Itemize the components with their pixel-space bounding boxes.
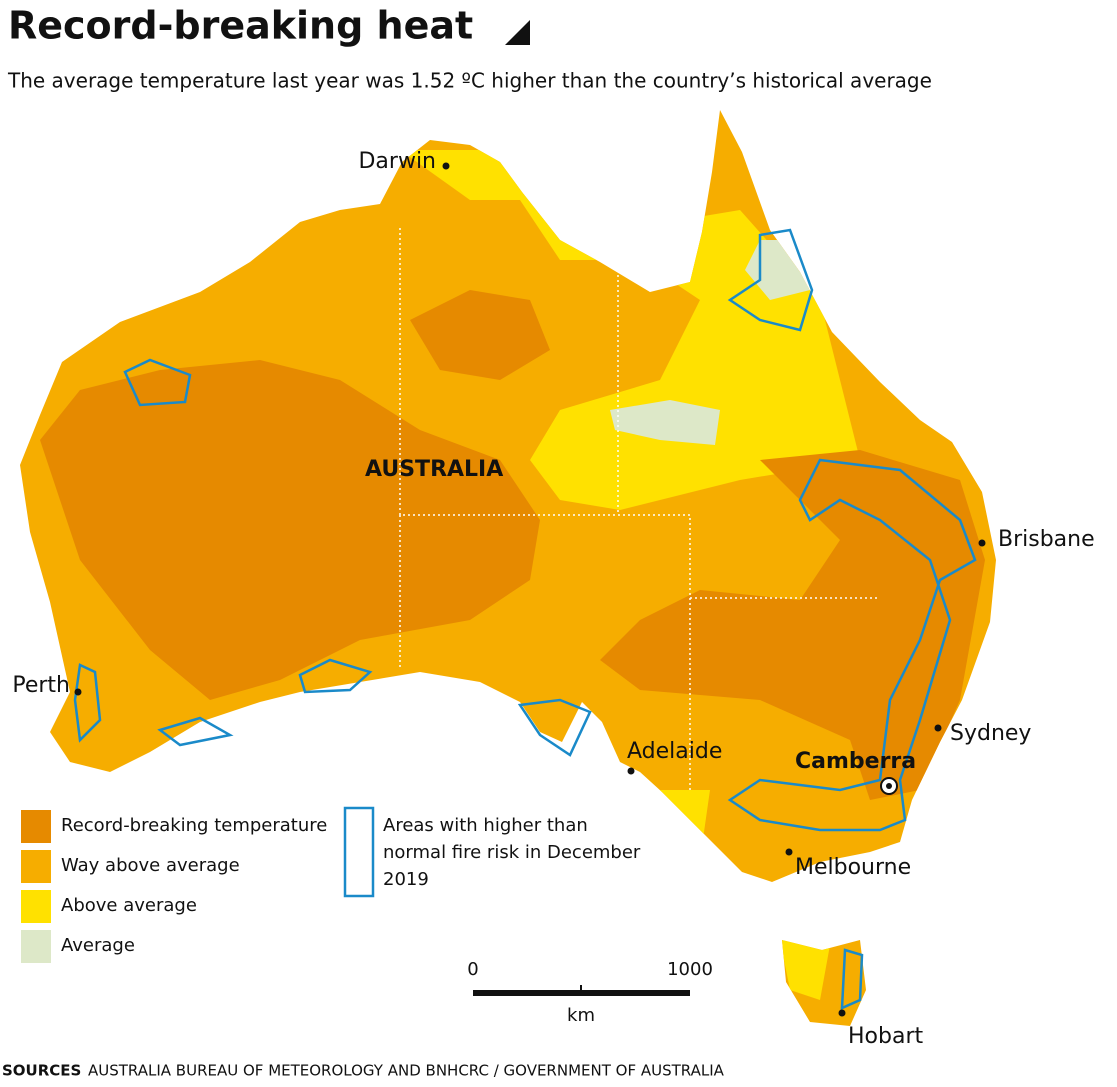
fire-risk-area	[727, 228, 814, 332]
fire-risk-area	[727, 458, 977, 832]
region-label: AUSTRALIA	[365, 457, 503, 482]
record-area	[410, 290, 550, 380]
legend-label: Record-breaking temperature	[61, 815, 327, 836]
city-label: Brisbane	[998, 527, 1095, 552]
fire-risk-area	[123, 358, 192, 407]
above-area	[400, 150, 860, 510]
legend-label: Above average	[61, 895, 197, 916]
subtitle: The average temperature last year was 1.…	[7, 69, 932, 93]
fire-risk-label: Areas with higher than	[383, 815, 588, 836]
city-label: Adelaide	[627, 739, 722, 764]
city-dot	[886, 783, 892, 789]
legend-label: Average	[61, 935, 135, 956]
sources: AUSTRALIA BUREAU OF METEOROLOGY AND BNHC…	[88, 1062, 725, 1080]
city-dot	[785, 848, 793, 856]
city-dot	[74, 688, 82, 696]
city-dot	[838, 1009, 846, 1017]
city-dot	[934, 724, 942, 732]
city-label: Sydney	[950, 721, 1031, 746]
map-fill	[20, 110, 996, 1026]
title-icon	[505, 20, 530, 45]
fire-risk-area	[73, 658, 864, 1010]
scale-unit: km	[567, 1005, 595, 1026]
legend-swatch	[21, 810, 51, 843]
city-label: Hobart	[848, 1024, 923, 1049]
city-dot	[978, 539, 986, 547]
fire-risk	[73, 228, 977, 1010]
legend-swatch	[21, 930, 51, 963]
legend-swatch	[21, 850, 51, 883]
fire-risk-label: 2019	[383, 869, 429, 890]
labels: Record-breaking heat The average tempera…	[2, 4, 932, 1080]
title: Record-breaking heat	[8, 4, 473, 48]
city-label: Camberra	[795, 749, 916, 774]
record-area	[40, 360, 540, 700]
sources-label: SOURCES	[2, 1062, 81, 1080]
city-label: Melbourne	[795, 855, 911, 880]
average-area	[610, 240, 810, 445]
city-label: Perth	[12, 673, 70, 698]
legend-label: Way above average	[61, 855, 240, 876]
fire-risk-key	[343, 806, 375, 898]
legend-swatch	[21, 890, 51, 923]
scale-end: 1000	[667, 959, 713, 980]
city-dot	[627, 767, 635, 775]
state-border	[399, 228, 880, 790]
city-dot	[442, 162, 450, 170]
city-label: Darwin	[358, 149, 436, 174]
fire-risk-label: normal fire risk in December	[383, 842, 641, 863]
scale-start: 0	[467, 959, 478, 980]
